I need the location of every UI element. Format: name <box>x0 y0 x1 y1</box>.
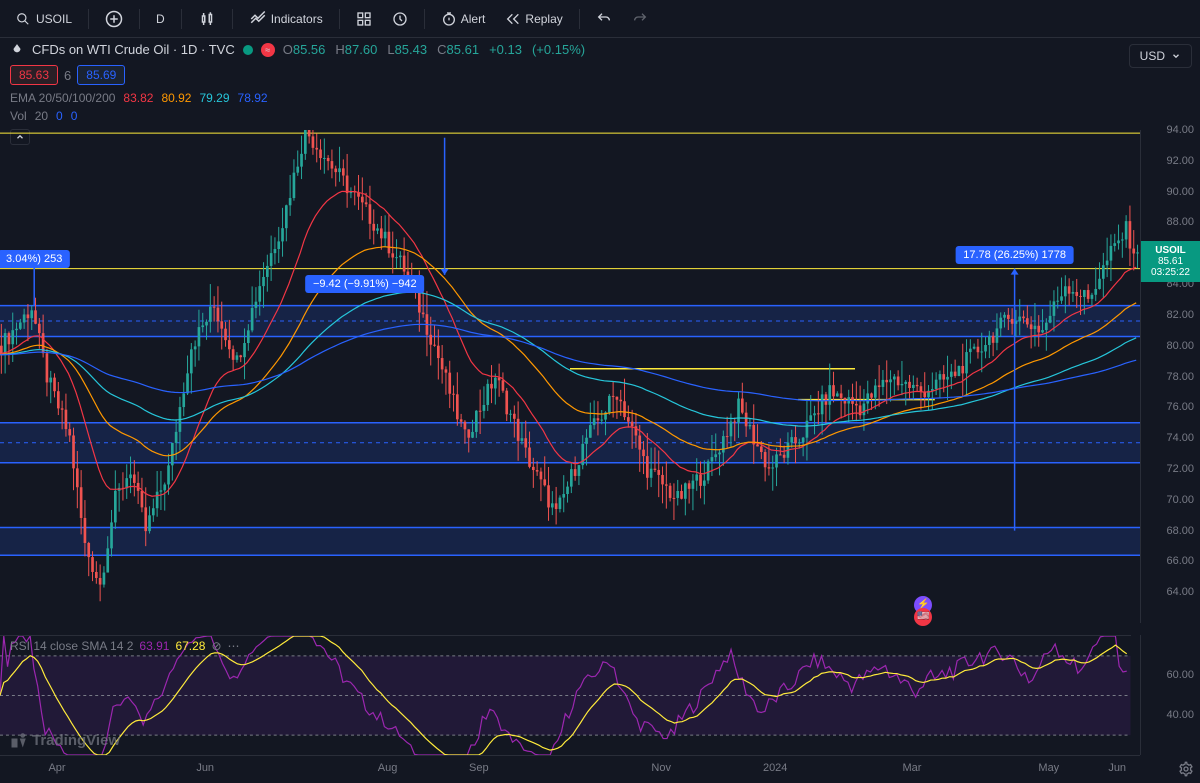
x-tick: Nov <box>651 762 671 774</box>
measure-label[interactable]: −9.42 (−9.91%) −942 <box>305 275 425 293</box>
symbol-info-row: CFDs on WTI Crude Oil · 1D · TVC ≈ O85.5… <box>0 38 1200 61</box>
add-button[interactable] <box>97 6 131 32</box>
x-tick: May <box>1038 762 1059 774</box>
layout-button[interactable] <box>384 7 416 31</box>
replay-icon <box>505 11 521 27</box>
rsi-y-tick: 60.00 <box>1166 669 1194 681</box>
ema100-value: 79.29 <box>199 91 229 105</box>
undo-button[interactable] <box>588 7 620 31</box>
y-tick: 68.00 <box>1166 525 1194 537</box>
clock-icon <box>392 11 408 27</box>
y-tick: 82.00 <box>1166 309 1194 321</box>
x-tick: Apr <box>48 762 65 774</box>
y-tick: 90.00 <box>1166 186 1194 198</box>
separator <box>232 9 233 29</box>
top-toolbar: USOIL D Indicators Alert Replay <box>0 0 1200 38</box>
y-tick: 88.00 <box>1166 216 1194 228</box>
tradingview-watermark: TradingView <box>10 731 120 749</box>
separator <box>181 9 182 29</box>
x-tick: Aug <box>378 762 398 774</box>
eye-icon[interactable]: ⊘ <box>211 639 221 653</box>
ema20-value: 83.82 <box>123 91 153 105</box>
plus-circle-icon <box>105 10 123 28</box>
indicators-button[interactable]: Indicators <box>241 6 331 32</box>
interval-button[interactable]: D <box>148 8 173 30</box>
currency-selector[interactable]: USD <box>1129 44 1192 68</box>
instrument-title: CFDs on WTI Crude Oil · 1D · TVC <box>32 42 235 57</box>
y-tick: 70.00 <box>1166 494 1194 506</box>
gear-icon <box>1178 761 1194 777</box>
separator <box>579 9 580 29</box>
bid-price[interactable]: 85.63 <box>10 65 58 85</box>
spread: 6 <box>64 68 71 83</box>
alert-button[interactable]: Alert <box>433 7 494 31</box>
chart-settings-button[interactable] <box>1178 761 1194 777</box>
y-tick: 78.00 <box>1166 371 1194 383</box>
candlestick-icon <box>198 10 216 28</box>
chart-container: 64.00 66.00 68.00 70.00 72.00 74.00 76.00 78.00… <box>0 130 1200 783</box>
tv-logo-icon <box>10 731 28 749</box>
ema200-value: 78.92 <box>238 91 268 105</box>
ema-indicator-row[interactable]: EMA 20/50/100/200 83.82 80.92 79.29 78.9… <box>0 89 1200 107</box>
droplet-icon <box>10 43 24 57</box>
price-axis[interactable]: 64.00 66.00 68.00 70.00 72.00 74.00 76.00 78.00… <box>1140 130 1200 623</box>
y-tick: 64.00 <box>1166 586 1194 598</box>
ask-price[interactable]: 85.69 <box>77 65 125 85</box>
alert-icon <box>441 11 457 27</box>
rsi-legend[interactable]: RSI 14 close SMA 14 2 63.91 67.28 ⊘ ⋯ <box>10 639 240 653</box>
symbol-text: USOIL <box>36 12 72 26</box>
market-open-dot <box>243 45 253 55</box>
event-icon[interactable]: 🇺🇸 <box>914 608 932 626</box>
time-axis[interactable]: Apr Jun Aug Sep Nov 2024 Mar May Jun <box>0 755 1140 783</box>
measure-label[interactable]: 3.04%) 253 <box>0 250 70 268</box>
volume-indicator-row[interactable]: Vol 20 0 0 <box>0 107 1200 125</box>
x-tick: 2024 <box>763 762 787 774</box>
undo-icon <box>596 11 612 27</box>
y-tick: 92.00 <box>1166 155 1194 167</box>
rsi-chart[interactable] <box>0 635 1131 755</box>
separator <box>424 9 425 29</box>
ema50-value: 80.92 <box>161 91 191 105</box>
x-tick: Mar <box>903 762 922 774</box>
chart-style-button[interactable] <box>190 6 224 32</box>
y-tick: 74.00 <box>1166 432 1194 444</box>
y-tick: 80.00 <box>1166 340 1194 352</box>
redo-button[interactable] <box>624 7 656 31</box>
y-tick: 76.00 <box>1166 401 1194 413</box>
chevron-down-icon <box>1171 51 1181 61</box>
y-tick: 72.00 <box>1166 463 1194 475</box>
rsi-axis[interactable]: 60.00 40.00 <box>1140 635 1200 755</box>
x-tick: Sep <box>469 762 489 774</box>
templates-button[interactable] <box>348 7 380 31</box>
separator <box>139 9 140 29</box>
rsi-y-tick: 40.00 <box>1166 709 1194 721</box>
search-icon <box>16 12 30 26</box>
ohlc-values: O85.56 H87.60 L85.43 C85.61 +0.13 (+0.15… <box>283 42 585 57</box>
replay-button[interactable]: Replay <box>497 7 570 31</box>
separator <box>88 9 89 29</box>
indicators-icon <box>249 10 267 28</box>
separator <box>339 9 340 29</box>
bid-ask-row: 85.63 6 85.69 <box>0 61 1200 89</box>
y-tick: 66.00 <box>1166 555 1194 567</box>
symbol-search[interactable]: USOIL <box>8 8 80 30</box>
x-tick: Jun <box>1108 762 1126 774</box>
y-tick: 94.00 <box>1166 124 1194 136</box>
x-tick: Jun <box>196 762 214 774</box>
status-badge: ≈ <box>261 43 275 57</box>
price-chart[interactable] <box>0 130 1140 623</box>
grid-icon <box>356 11 372 27</box>
redo-icon <box>632 11 648 27</box>
last-price-flag[interactable]: USOIL85.6103:25:22 <box>1141 241 1200 282</box>
measure-label[interactable]: 17.78 (26.25%) 1778 <box>955 246 1074 264</box>
more-icon[interactable]: ⋯ <box>228 639 240 653</box>
